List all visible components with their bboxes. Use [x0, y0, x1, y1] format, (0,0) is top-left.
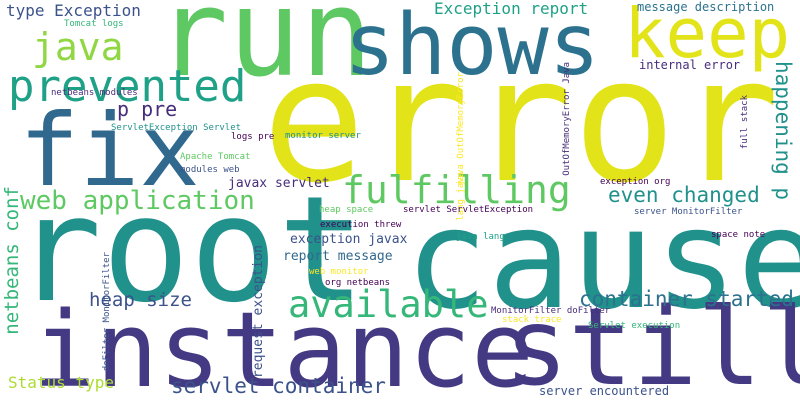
- word-internal-error: internal error: [639, 58, 741, 72]
- word-report-message: report message: [283, 249, 393, 264]
- word-logs-pre: logs pre: [231, 132, 275, 142]
- word-instance: instance: [33, 289, 534, 400]
- word-root: root: [14, 165, 366, 335]
- word-p-pre: p pre: [117, 97, 178, 121]
- word-status-type: Status type: [8, 373, 114, 392]
- word-dofilter-monitorfilter: doFilter MonitorFilter: [102, 252, 112, 372]
- word-stack-trace: stack trace: [502, 315, 562, 325]
- word-even-changed: even changed: [608, 183, 760, 207]
- word-server-encountered: server encountered: [539, 384, 670, 398]
- word-netbeans-conf: netbeans conf: [1, 186, 23, 335]
- word-available: available: [288, 283, 489, 326]
- word-shows: shows: [344, 0, 600, 95]
- word-still: still: [504, 286, 800, 400]
- word-cause: cause: [405, 179, 800, 340]
- word-exception-org: exception org: [600, 177, 671, 187]
- word-servletexception-servlet: ServletException Servlet: [111, 123, 242, 133]
- word-server-monitorfilter: server MonitorFilter: [634, 207, 743, 217]
- word-type-exception: type Exception: [6, 1, 141, 20]
- word-org-netbeans: org netbeans: [325, 278, 391, 288]
- word-servlet-execution: Servlet execution: [588, 321, 681, 331]
- word-javax-servlet: javax servlet: [228, 176, 330, 191]
- word-fix: fix: [19, 92, 200, 209]
- word-prevented: prevented: [8, 61, 247, 112]
- word-java-outofmemoryerror: java OutOfMemoryError: [456, 72, 466, 186]
- word-exception-javax: exception javax: [290, 232, 408, 247]
- word-error: error: [262, 20, 780, 221]
- word-request-exception: request exception: [251, 245, 266, 379]
- word-fulfilling: fulfilling: [342, 168, 571, 212]
- word-tomcat-logs: Tomcat logs: [64, 19, 124, 29]
- word-execution-threw: execution threw: [320, 220, 402, 230]
- word-web-application: web application: [20, 186, 255, 216]
- word-run: run: [156, 0, 373, 104]
- word-java: java: [32, 25, 124, 69]
- word-apache-tomcat: Apache Tomcat: [180, 152, 251, 162]
- word-full-stack: full stack: [740, 95, 750, 150]
- word-servlet-container: servlet container: [171, 374, 386, 398]
- word-heap-size: heap size: [89, 289, 192, 311]
- word-web-monitor: web monitor: [309, 267, 369, 277]
- word-servlet-servletexception: servlet ServletException: [403, 205, 534, 215]
- word-exception-report: Exception report: [434, 0, 589, 18]
- word-netbeans-modules: netbeans modules: [51, 88, 138, 98]
- word-outofmemoryerror-java: OutOfMemoryError Java: [562, 62, 572, 176]
- word-monitor-server: monitor server: [285, 131, 361, 141]
- word-java-lang: java lang: [456, 232, 505, 242]
- word-message-description: message description: [637, 0, 775, 14]
- word-heap-space: heap space: [319, 205, 374, 215]
- word-container-started: container started: [579, 287, 794, 311]
- word-modules-web: modules web: [180, 165, 240, 175]
- word-monitorfilter-dofilter: MonitorFilter doFilter: [491, 306, 611, 316]
- word-space-note: space note: [711, 230, 766, 240]
- word-keep: keep: [624, 0, 791, 74]
- word-happening-p: happening p: [771, 61, 795, 201]
